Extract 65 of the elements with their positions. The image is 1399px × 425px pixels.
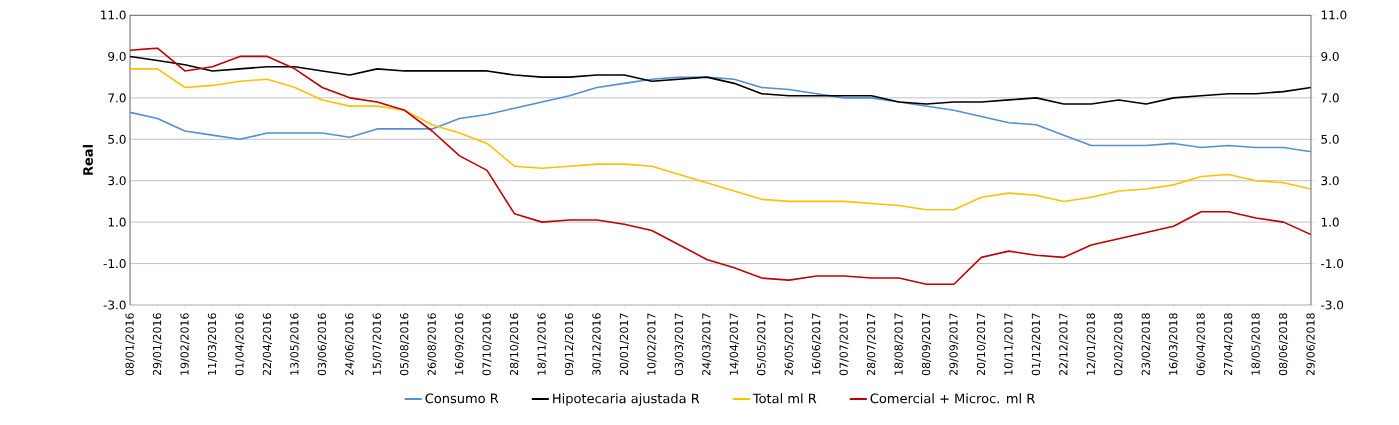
x-tick-label: 10/02/2017	[647, 313, 657, 375]
x-tick-label: 07/07/2017	[839, 313, 849, 376]
x-tick-label: 28/07/2017	[866, 313, 877, 376]
x-tick-label: 07/10/2016	[482, 313, 492, 376]
x-tick-label: 18/11/2016	[537, 313, 547, 375]
x-tick-label: 05/05/2017	[757, 313, 767, 376]
x-tick-label: 05/08/2016	[400, 313, 410, 376]
x-tick-label: 19/02/2016	[180, 313, 190, 375]
x-tick-label: 02/02/2018	[1114, 313, 1124, 376]
x-tick-label: 29/01/2016	[152, 313, 163, 376]
legend-label: Consumo R	[425, 393, 499, 404]
x-tick-label: 03/06/2016	[317, 313, 327, 376]
y-tick-label: 1.0	[108, 217, 126, 227]
x-tick-label: 29/09/2017	[949, 313, 959, 376]
y2-tick-label: 3.0	[1321, 176, 1339, 186]
x-tick-label: 26/08/2016	[427, 313, 437, 376]
y2-tick-label: 5.0	[1321, 134, 1339, 144]
x-tick-label: 18/08/2017	[894, 313, 904, 375]
x-tick-label: 09/12/2016	[564, 313, 575, 376]
x-tick-label: 14/04/2017	[729, 313, 739, 375]
x-tick-label: 28/10/2016	[509, 313, 520, 376]
legend-label: Comercial + Microc. ml R	[870, 393, 1035, 404]
legend-label: Total ml R	[752, 393, 817, 404]
y-axis-title: Real	[82, 145, 93, 175]
y-tick-label: -3.0	[103, 300, 126, 310]
x-tick-label: 22/04/2016	[262, 313, 272, 376]
y-tick-label: -1.0	[103, 259, 126, 269]
x-tick-label: 06/04/2018	[1196, 313, 1206, 376]
x-tick-label: 16/06/2017	[812, 313, 822, 375]
x-tick-label: 08/06/2018	[1278, 313, 1289, 376]
x-tick-label: 01/12/2017	[1031, 313, 1041, 376]
x-tick-label: 30/12/2016	[592, 313, 602, 376]
x-tick-label: 24/06/2016	[345, 313, 355, 376]
x-tick-label: 12/01/2018	[1086, 313, 1096, 375]
y2-tick-label: 9.0	[1321, 51, 1339, 61]
x-tick-label: 08/01/2016	[125, 313, 135, 376]
y2-tick-label: 7.0	[1321, 93, 1339, 103]
y-tick-label: 3.0	[108, 176, 126, 186]
x-tick-label: 20/01/2017	[619, 313, 629, 376]
x-tick-label: 03/03/2017	[674, 313, 684, 376]
x-tick-label: 26/05/2017	[784, 313, 794, 376]
x-tick-label: 16/03/2018	[1169, 313, 1179, 375]
x-tick-label: 23/02/2018	[1141, 313, 1151, 376]
x-tick-label: 15/07/2016	[372, 313, 382, 375]
x-tick-label: 13/05/2016	[290, 313, 300, 375]
y-tick-label: 7.0	[108, 93, 126, 103]
x-tick-label: 16/09/2016	[455, 313, 465, 375]
y2-tick-label: -1.0	[1321, 259, 1344, 269]
x-tick-label: 22/12/2017	[1059, 313, 1069, 376]
y-tick-label: 9.0	[108, 51, 126, 61]
x-tick-label: 24/03/2017	[702, 313, 712, 376]
x-tick-label: 20/10/2017	[976, 313, 986, 376]
x-tick-label: 10/11/2017	[1004, 313, 1014, 375]
y-tick-label: 11.0	[101, 10, 126, 20]
legend-label: Hipotecaria ajustada R	[553, 393, 700, 406]
x-tick-label: 11/03/2016	[207, 313, 217, 375]
y2-tick-label: 1.0	[1321, 217, 1339, 227]
x-tick-label: 29/06/2018	[1306, 313, 1316, 376]
y-tick-label: 5.0	[108, 134, 126, 144]
y2-tick-label: 11.0	[1321, 10, 1347, 20]
x-tick-label: 18/05/2018	[1251, 313, 1261, 375]
x-tick-label: 08/09/2017	[921, 313, 932, 376]
x-tick-label: 01/04/2016	[235, 313, 245, 376]
x-tick-label: 27/04/2018	[1223, 313, 1234, 376]
y2-tick-label: -3.0	[1321, 300, 1344, 310]
